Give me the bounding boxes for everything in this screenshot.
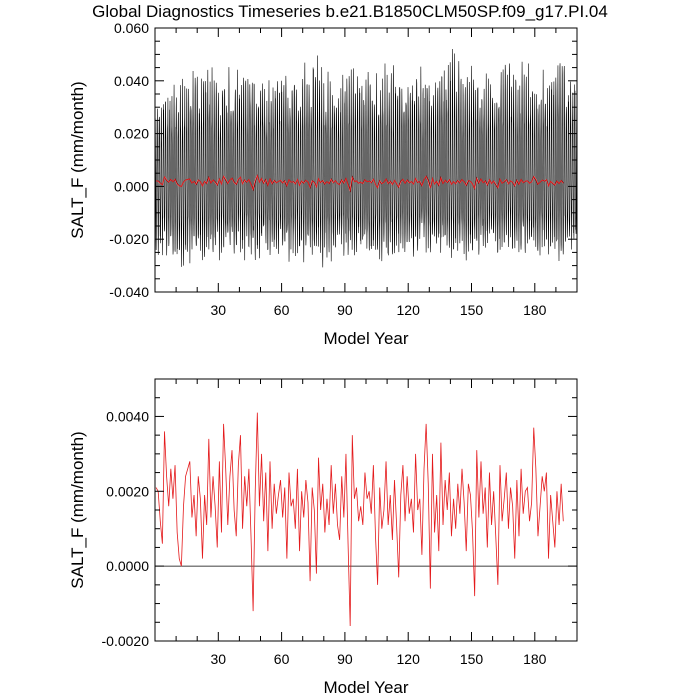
- x-axis-label: Model Year: [323, 678, 408, 697]
- x-tick-label: 150: [460, 302, 484, 318]
- y-tick-label: 0.000: [114, 178, 149, 194]
- x-tick-label: 90: [337, 302, 353, 318]
- y-tick-label: 0.0020: [106, 483, 149, 499]
- series-annual-mean-line: [155, 174, 564, 193]
- series-annual-mean-line: [155, 412, 564, 627]
- x-tick-label: 60: [274, 651, 290, 667]
- x-tick-label: 60: [274, 302, 290, 318]
- x-tick-label: 120: [397, 651, 421, 667]
- x-tick-label: 180: [523, 302, 547, 318]
- series-monthly-line: [155, 48, 577, 268]
- annual-timeseries-chart: 30 60 90 120 150 180 -0.0020 0.0000 0.0020 0.0040…: [68, 378, 578, 697]
- y-tick-label: -0.0020: [102, 633, 150, 649]
- y-axis-label: SALT_F (mm/month): [68, 431, 87, 588]
- x-tick-label: 30: [211, 302, 227, 318]
- x-axis-label: Model Year: [323, 329, 408, 348]
- y-tick-label: -0.040: [109, 284, 149, 300]
- x-tick-label: 150: [460, 651, 484, 667]
- x-tick-label: 90: [337, 651, 353, 667]
- x-tick-label: 180: [523, 651, 547, 667]
- y-tick-label: 0.0040: [106, 408, 149, 424]
- y-axis-label: SALT_F (mm/month): [68, 81, 87, 238]
- y-tick-label: -0.020: [109, 231, 149, 247]
- y-tick-label: 0.020: [114, 126, 149, 142]
- plot-frame-0: [154, 27, 578, 293]
- y-tick-label: 0.040: [114, 73, 149, 89]
- x-tick-label: 120: [397, 302, 421, 318]
- figure-title: Global Diagnostics Timeseries b.e21.B185…: [92, 2, 608, 21]
- monthly-timeseries-chart: 30 60 90 120 150 180 -0.040 -0.020 0.000 0.020 0.0…: [68, 20, 578, 348]
- y-tick-label: 0.0000: [106, 558, 149, 574]
- y-tick-label: 0.060: [114, 20, 149, 36]
- x-tick-label: 30: [211, 651, 227, 667]
